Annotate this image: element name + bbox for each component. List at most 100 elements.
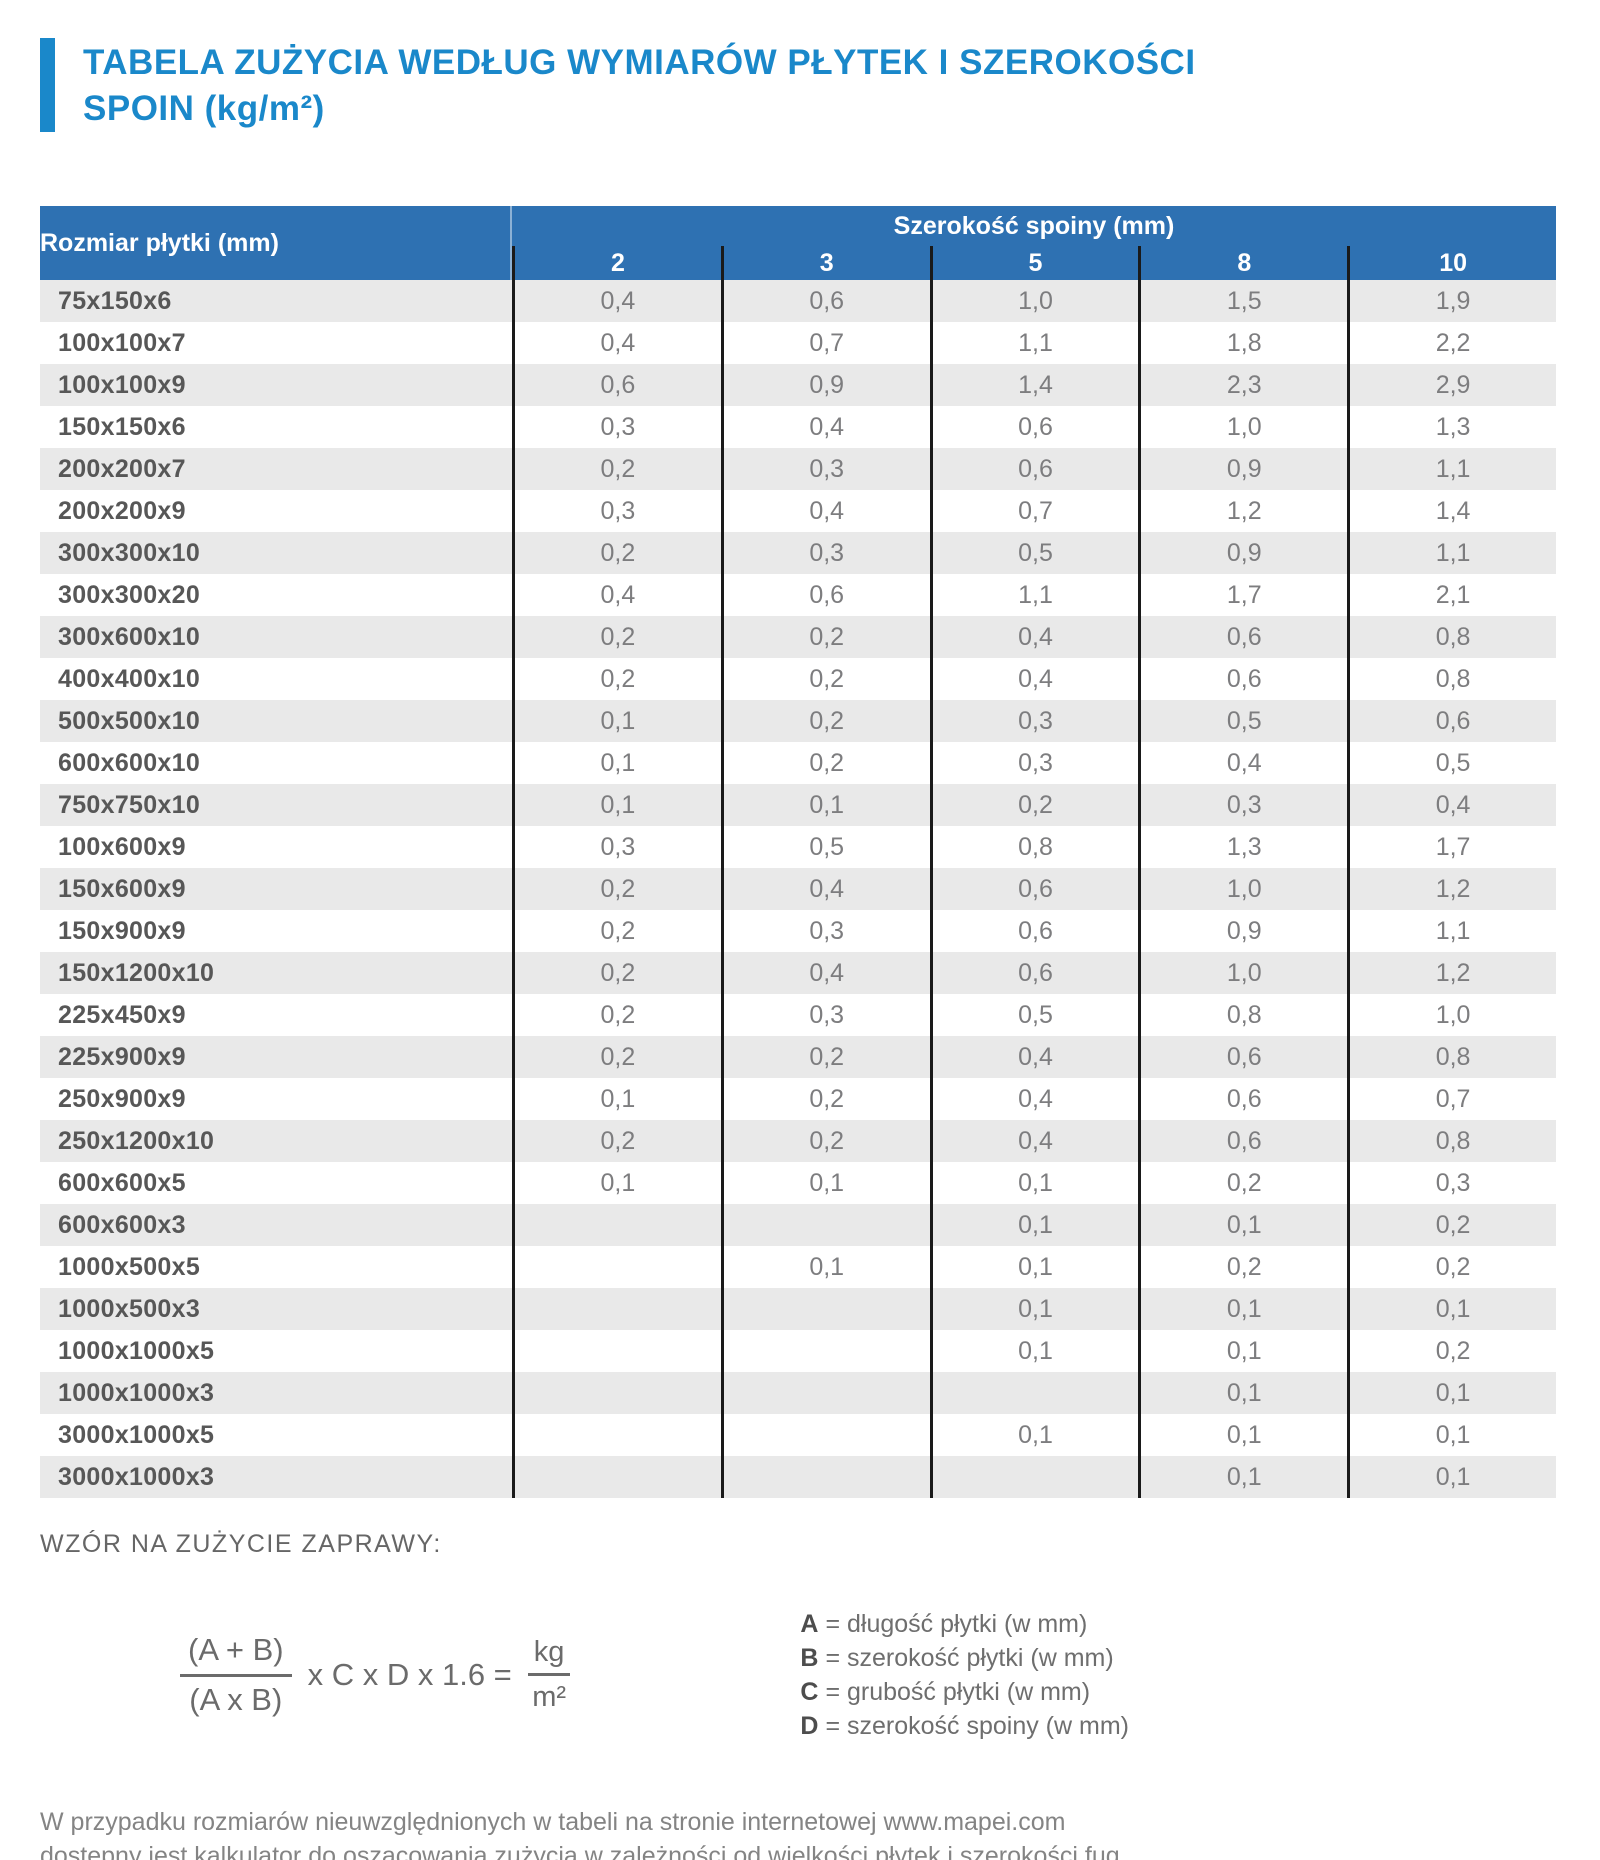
- formula-fraction: (A + B) (A x B): [180, 1632, 292, 1718]
- table-row: 100x100x9 0,6 0,9 1,4 2,3 2,9: [40, 364, 1556, 406]
- consumption-value-cell: 0,6: [720, 574, 930, 616]
- table-row: 150x1200x10 0,2 0,4 0,6 1,0 1,2: [40, 952, 1556, 994]
- tile-size-cell: 150x600x9: [58, 874, 186, 903]
- consumption-value-cell: 1,0: [1138, 952, 1347, 994]
- consumption-value-cell: [720, 1330, 930, 1372]
- consumption-value-cell: 0,6: [1138, 1120, 1347, 1162]
- tile-size-cell: 300x600x10: [58, 622, 201, 651]
- consumption-value-cell: 0,4: [720, 868, 930, 910]
- table-row: 750x750x10 0,1 0,1 0,2 0,3 0,4: [40, 784, 1556, 826]
- consumption-value-cell: 0,4: [512, 322, 721, 364]
- consumption-value-cell: 0,1: [929, 1288, 1139, 1330]
- consumption-value-cell: 0,6: [1138, 616, 1347, 658]
- consumption-value-cell: 0,1: [1347, 1288, 1556, 1330]
- consumption-value-cell: 0,8: [1347, 1120, 1556, 1162]
- consumption-value-cell: 0,9: [1138, 910, 1347, 952]
- table-row: 600x600x10 0,1 0,2 0,3 0,4 0,5: [40, 742, 1556, 784]
- consumption-value-cell: 0,1: [512, 784, 721, 826]
- joint-width-column-header: 5: [929, 246, 1139, 280]
- consumption-value-cell: [512, 1288, 721, 1330]
- legend-symbol: A: [800, 1610, 819, 1638]
- tile-size-cell: 250x900x9: [58, 1084, 186, 1113]
- consumption-value-cell: 0,3: [512, 490, 721, 532]
- table-row: 600x600x3 0,1 0,1 0,2: [40, 1204, 1556, 1246]
- footer-note-line-1: W przypadku rozmiarów nieuwzględnionych …: [40, 1808, 1066, 1836]
- consumption-value-cell: 0,2: [720, 658, 930, 700]
- consumption-value-cell: 1,4: [1347, 490, 1556, 532]
- formula-numerator: (A + B): [180, 1632, 292, 1677]
- tile-size-cell: 1000x1000x5: [58, 1336, 215, 1365]
- consumption-value-cell: 0,8: [1347, 616, 1556, 658]
- tile-size-column-header: Rozmiar płytki (mm): [40, 206, 512, 280]
- legend-symbol: B: [800, 1644, 819, 1672]
- consumption-value-cell: 0,3: [1347, 1162, 1556, 1204]
- consumption-value-cell: 0,7: [929, 490, 1139, 532]
- consumption-value-cell: 0,1: [1138, 1372, 1347, 1414]
- consumption-value-cell: 0,3: [929, 742, 1139, 784]
- consumption-value-cell: 0,1: [720, 784, 930, 826]
- legend-line-a: A = długość płytki (w mm): [800, 1607, 1129, 1641]
- consumption-value-cell: 0,2: [512, 1036, 721, 1078]
- consumption-value-cell: 0,1: [1138, 1288, 1347, 1330]
- tile-size-cell: 1000x500x3: [58, 1294, 201, 1323]
- consumption-value-cell: 0,2: [512, 868, 721, 910]
- title-accent-bar: [40, 38, 55, 132]
- tile-size-cell: 600x600x10: [58, 748, 201, 777]
- tile-size-cell: 100x600x9: [58, 832, 186, 861]
- formula-result-fraction: kg m²: [527, 1636, 571, 1714]
- consumption-value-cell: 0,2: [512, 532, 721, 574]
- consumption-value-cell: [720, 1288, 930, 1330]
- consumption-value-cell: 0,4: [929, 1078, 1139, 1120]
- formula-result-numerator: kg: [527, 1636, 571, 1676]
- page-title-line-2: SPOIN (kg/m²): [83, 89, 325, 128]
- consumption-value-cell: [929, 1372, 1139, 1414]
- legend-line-d: D = szerokość spoiny (w mm): [800, 1709, 1129, 1743]
- table-row: 3000x1000x3 0,1 0,1: [40, 1456, 1556, 1498]
- consumption-value-cell: [512, 1372, 721, 1414]
- consumption-value-cell: [720, 1372, 930, 1414]
- consumption-value-cell: 0,2: [1347, 1246, 1556, 1288]
- formula-heading: WZÓR NA ZUŻYCIE ZAPRAWY:: [40, 1530, 442, 1558]
- consumption-value-cell: 1,1: [1347, 448, 1556, 490]
- consumption-value-cell: 0,9: [720, 364, 930, 406]
- consumption-value-cell: 1,1: [1347, 910, 1556, 952]
- formula-denominator: (A x B): [189, 1682, 283, 1717]
- table-row: 150x150x6 0,3 0,4 0,6 1,0 1,3: [40, 406, 1556, 448]
- consumption-value-cell: [929, 1456, 1139, 1498]
- tile-size-cell: 100x100x7: [58, 328, 186, 357]
- consumption-value-cell: 0,5: [929, 994, 1139, 1036]
- tile-size-cell: 600x600x3: [58, 1210, 186, 1239]
- consumption-value-cell: 0,1: [1347, 1414, 1556, 1456]
- footer-note: W przypadku rozmiarów nieuwzględnionych …: [40, 1805, 1560, 1860]
- consumption-value-cell: 0,9: [1138, 532, 1347, 574]
- consumption-value-cell: 0,2: [720, 1078, 930, 1120]
- consumption-value-cell: 0,7: [720, 322, 930, 364]
- table-row: 100x600x9 0,3 0,5 0,8 1,3 1,7: [40, 826, 1556, 868]
- consumption-value-cell: 0,4: [929, 616, 1139, 658]
- consumption-value-cell: [512, 1414, 721, 1456]
- tile-size-cell: 1000x1000x3: [58, 1378, 215, 1407]
- consumption-value-cell: 0,1: [720, 1246, 930, 1288]
- tile-size-cell: 225x450x9: [58, 1000, 186, 1029]
- consumption-value-cell: 1,7: [1347, 826, 1556, 868]
- joint-width-column-header: 2: [512, 246, 721, 280]
- legend-line-c: C = grubość płytki (w mm): [800, 1675, 1129, 1709]
- footer-note-line-2: dostępny jest kalkulator do oszacowania …: [40, 1842, 1127, 1860]
- legend-text: = szerokość spoiny (w mm): [825, 1712, 1129, 1740]
- consumption-value-cell: 1,5: [1138, 280, 1347, 322]
- page-title-line-1: TABELA ZUŻYCIA WEDŁUG WYMIARÓW PŁYTEK I …: [83, 43, 1196, 82]
- tile-size-cell: 750x750x10: [58, 790, 201, 819]
- tile-size-cell: 200x200x9: [58, 496, 186, 525]
- table-row: 150x600x9 0,2 0,4 0,6 1,0 1,2: [40, 868, 1556, 910]
- consumption-value-cell: 2,1: [1347, 574, 1556, 616]
- table-row: 150x900x9 0,2 0,3 0,6 0,9 1,1: [40, 910, 1556, 952]
- table-row: 100x100x7 0,4 0,7 1,1 1,8 2,2: [40, 322, 1556, 364]
- table-row: 75x150x6 0,4 0,6 1,0 1,5 1,9: [40, 280, 1556, 322]
- tile-size-cell: 3000x1000x5: [58, 1420, 215, 1449]
- table-row: 3000x1000x5 0,1 0,1 0,1: [40, 1414, 1556, 1456]
- consumption-value-cell: 0,1: [929, 1414, 1139, 1456]
- consumption-value-cell: 1,0: [1347, 994, 1556, 1036]
- consumption-value-cell: 0,3: [512, 406, 721, 448]
- consumption-value-cell: 1,2: [1347, 952, 1556, 994]
- tile-size-cell: 200x200x7: [58, 454, 186, 483]
